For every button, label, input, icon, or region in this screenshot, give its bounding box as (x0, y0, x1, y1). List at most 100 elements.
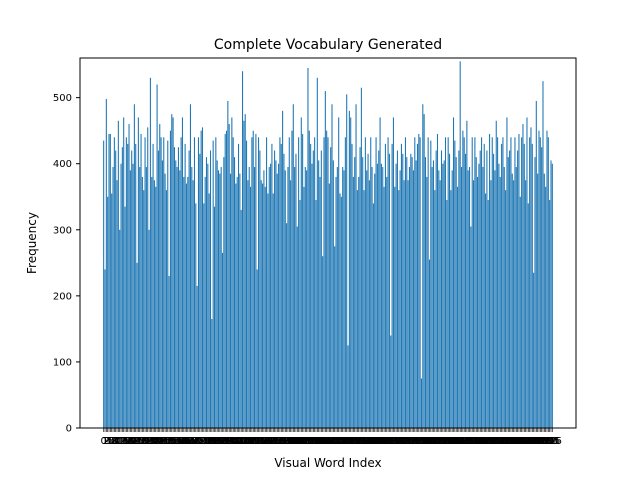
x-tick-label-14: 14 (116, 436, 129, 447)
x-tick-label-263: 263 (445, 436, 464, 447)
x-tick-label-163: 163 (312, 436, 331, 447)
bar-336 (551, 163, 553, 428)
bar-205 (376, 163, 378, 428)
bar-142 (292, 104, 294, 428)
x-tick-label-55: 55 (171, 436, 184, 447)
plot-frame (79, 57, 577, 429)
x-tick-label-188: 188 (345, 436, 364, 447)
bar-289 (489, 133, 491, 429)
x-tick-label-262: 262 (444, 436, 463, 447)
x-tick-label-240: 240 (415, 436, 434, 447)
bar-100 (236, 176, 238, 428)
bar-262 (452, 117, 455, 429)
x-tick-label-248: 248 (425, 436, 444, 447)
x-tick-label-20: 20 (124, 436, 137, 447)
bar-146 (298, 137, 300, 429)
x-tick-label-130: 130 (268, 436, 287, 447)
bar-267 (459, 61, 461, 429)
bar-83 (213, 206, 216, 428)
x-tick-label-273: 273 (459, 436, 478, 447)
bar-231 (411, 157, 413, 429)
x-tick-label-241: 241 (416, 436, 435, 447)
bar-227 (406, 157, 408, 429)
bar-34 (148, 229, 150, 428)
y-tick-label-0: 0 (66, 424, 72, 435)
bar-125 (270, 163, 272, 428)
x-tick-label-11: 11 (112, 436, 125, 447)
x-tick-label-214: 214 (380, 436, 399, 447)
x-tick-label-31: 31 (139, 436, 152, 447)
x-tick-label-228: 228 (399, 436, 418, 447)
x-tick-label-193: 193 (352, 436, 371, 447)
bar-237 (419, 137, 421, 429)
x-tick-label-38: 38 (148, 436, 161, 447)
x-tick-label-4: 4 (106, 436, 112, 447)
x-tick-label-336: 336 (543, 436, 562, 447)
bar-77 (205, 157, 208, 429)
bar-165 (323, 137, 325, 429)
bar-254 (442, 163, 444, 428)
bar-279 (475, 157, 477, 429)
x-tick-label-71: 71 (192, 436, 205, 447)
x-tick-label-18: 18 (121, 436, 134, 447)
x-tick-label-64: 64 (183, 436, 196, 447)
bar-97 (232, 137, 234, 429)
x-tick-label-254: 254 (433, 436, 452, 447)
bar-317 (526, 117, 528, 429)
x-tick-label-307: 307 (504, 436, 523, 447)
bar-239 (422, 104, 424, 428)
bar-198 (367, 153, 369, 429)
x-tick-label-222: 222 (391, 436, 410, 447)
x-tick-label-93: 93 (221, 436, 234, 447)
bar-182 (346, 94, 348, 428)
x-tick-label-66: 66 (185, 436, 198, 447)
bar-186 (351, 143, 353, 428)
x-tick-label-164: 164 (313, 436, 332, 447)
bar-70 (196, 285, 198, 428)
bar-206 (378, 150, 380, 428)
bar-24 (135, 143, 137, 428)
bar-157 (312, 150, 314, 428)
bar-117 (259, 150, 261, 428)
x-tick-label-294: 294 (487, 436, 506, 447)
x-tick-label-323: 323 (525, 436, 544, 447)
x-tick-label-290: 290 (481, 436, 500, 447)
x-tick-label-172: 172 (324, 436, 343, 447)
x-tick-label-8: 8 (111, 436, 117, 447)
x-tick-label-40: 40 (151, 436, 164, 447)
x-tick-label-261: 261 (443, 436, 462, 447)
x-tick-label-99: 99 (229, 436, 242, 447)
x-tick-label-217: 217 (384, 436, 403, 447)
x-tick-label-121: 121 (256, 436, 275, 447)
bar-230 (410, 153, 412, 429)
x-tick-label-136: 136 (276, 436, 295, 447)
bar-316 (525, 180, 527, 428)
x-tick-label-209: 209 (373, 436, 392, 447)
bar-126 (271, 143, 273, 428)
bar-179 (342, 167, 344, 428)
bar-269 (462, 130, 464, 428)
x-tick-label-148: 148 (292, 436, 311, 447)
bar-296 (498, 163, 500, 428)
bar-115 (256, 269, 258, 428)
x-tick-label-275: 275 (461, 436, 480, 447)
bar-52 (172, 117, 174, 429)
x-tick-label-274: 274 (460, 436, 479, 447)
x-tick-label-234: 234 (407, 436, 426, 447)
x-tick-label-213: 213 (379, 436, 398, 447)
bar-253 (440, 150, 443, 428)
bar-84 (215, 137, 217, 429)
bar-136 (284, 170, 286, 428)
x-tick-label-105: 105 (234, 436, 253, 447)
bar-74 (201, 127, 204, 429)
bar-109 (248, 167, 250, 428)
bar-123 (267, 193, 269, 428)
bar-284 (482, 167, 484, 428)
x-tick-label-328: 328 (532, 436, 551, 447)
x-tick-label-268: 268 (452, 436, 471, 447)
x-tick-label-246: 246 (423, 436, 442, 447)
bar-197 (366, 170, 368, 428)
bar-217 (392, 117, 394, 429)
x-tick-label-251: 251 (429, 436, 448, 447)
x-tick-label-143: 143 (285, 436, 304, 447)
